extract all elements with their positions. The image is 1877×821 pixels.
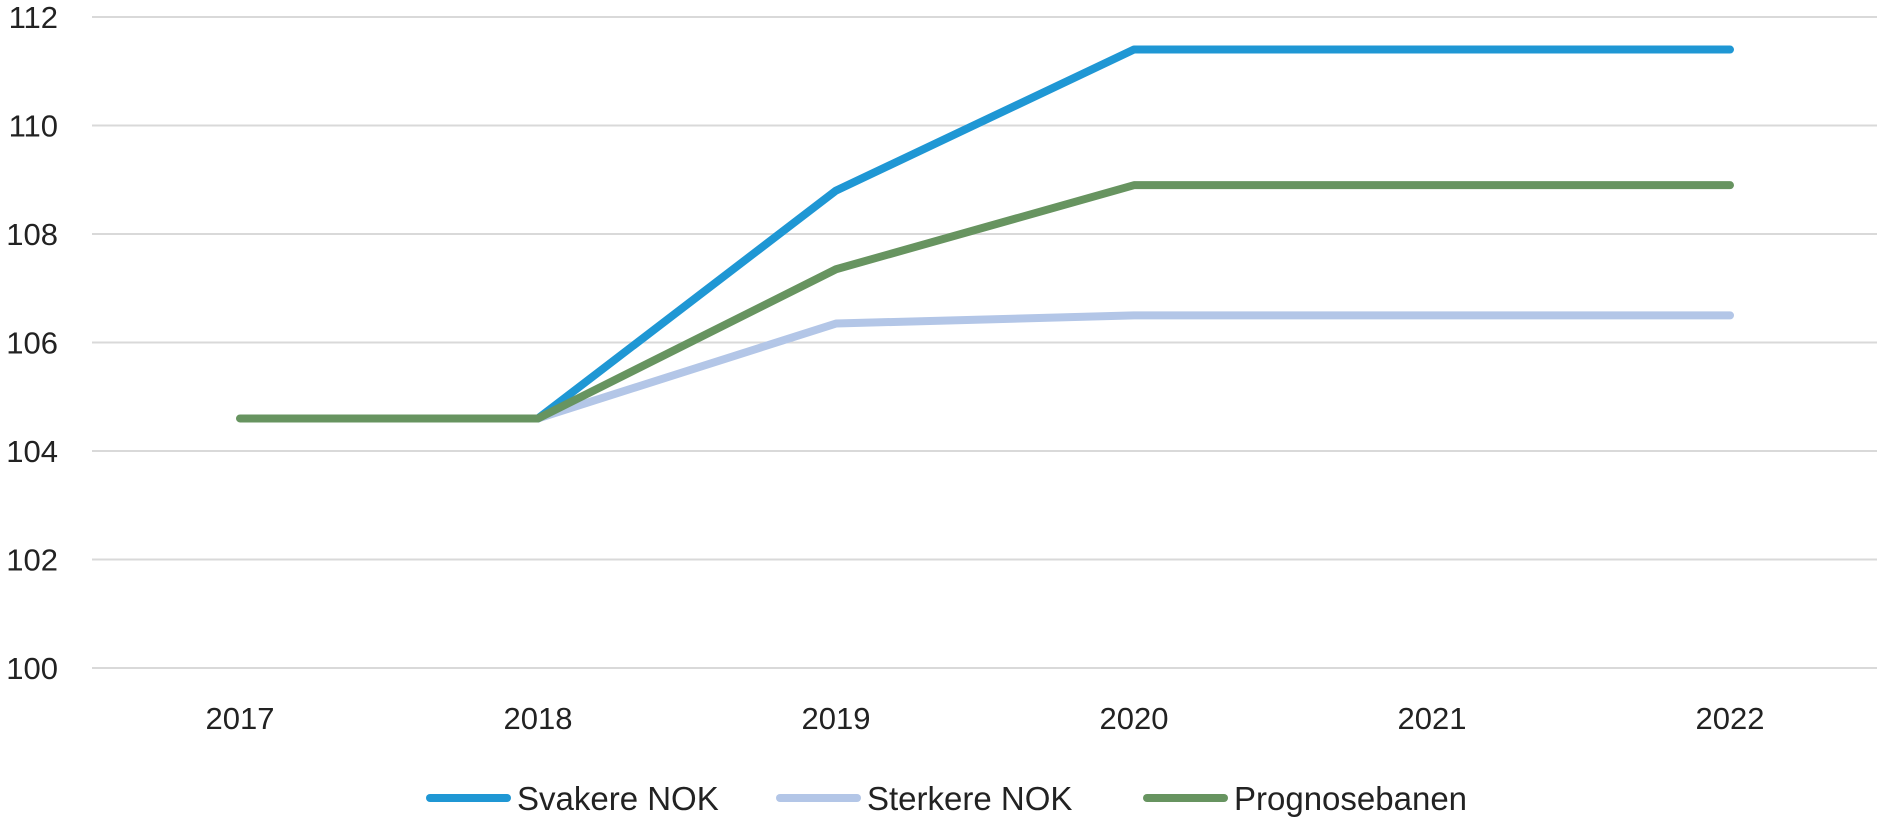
series-line-svakere-nok [534, 45, 1734, 423]
y-tick-label: 112 [9, 0, 58, 35]
series-line-prognosebanen [236, 181, 1734, 423]
legend-label: Sterkere NOK [867, 780, 1072, 817]
x-axis-ticks: 2017 2018 2019 2020 2021 2022 [206, 701, 1765, 736]
x-tick-label: 2017 [206, 701, 275, 736]
legend-label: Prognosebanen [1234, 780, 1467, 817]
y-tick-label: 108 [6, 217, 58, 252]
y-tick-label: 104 [6, 434, 58, 469]
x-tick-label: 2022 [1696, 701, 1765, 736]
x-tick-label: 2020 [1100, 701, 1169, 736]
y-tick-label: 102 [6, 543, 58, 578]
y-tick-label: 106 [6, 326, 58, 361]
gridlines [92, 16, 1877, 669]
series-lines [236, 45, 1734, 423]
x-tick-label: 2019 [802, 701, 871, 736]
x-tick-label: 2021 [1398, 701, 1467, 736]
x-tick-label: 2018 [504, 701, 573, 736]
y-tick-label: 110 [9, 109, 58, 144]
series-line-sterkere-nok [534, 311, 1734, 423]
legend-label: Svakere NOK [517, 780, 719, 817]
y-axis-ticks: 100 102 104 106 108 110 112 [6, 0, 58, 686]
legend: Svakere NOK Sterkere NOK Prognosebanen [426, 780, 1467, 817]
y-tick-label: 100 [6, 651, 58, 686]
